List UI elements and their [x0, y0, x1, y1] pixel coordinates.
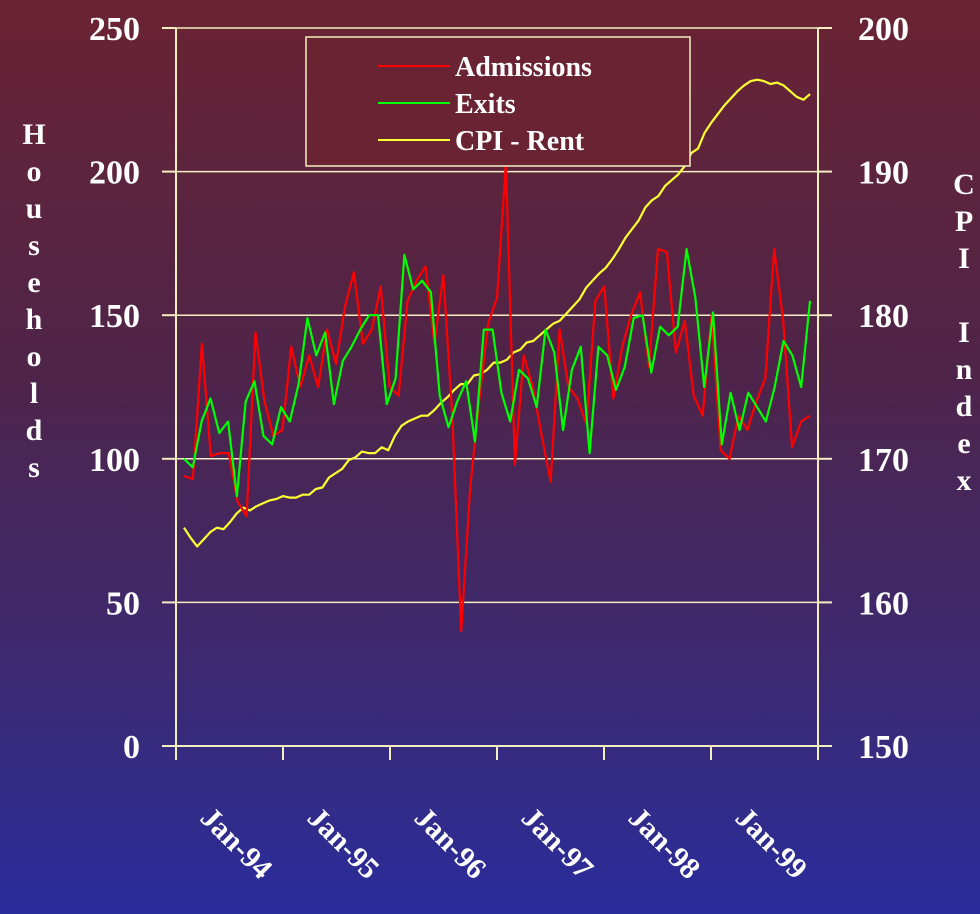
right-tick-label: 150	[858, 729, 909, 766]
left-axis-title-letter: s	[28, 229, 40, 262]
right-tick-labels: 150 160 170 180 190 200	[858, 11, 909, 766]
left-axis-title-letter: l	[30, 377, 38, 410]
right-axis-title-letter: x	[957, 464, 972, 497]
right-axis-title-letter: I	[958, 316, 970, 349]
left-axis-title-letter: s	[28, 451, 40, 484]
legend-box	[305, 36, 691, 167]
x-tick-label: Jan-96	[408, 801, 493, 886]
left-tick-label: 0	[123, 729, 140, 766]
right-axis-title-letter: n	[956, 353, 973, 386]
x-tick-label: Jan-94	[194, 801, 279, 886]
x-tick-label: Jan-97	[515, 801, 600, 886]
axes	[162, 27, 832, 760]
left-axis-title-letter: o	[27, 340, 42, 373]
x-tick-label: Jan-99	[729, 801, 814, 886]
legend: Admissions Exits CPI - Rent	[305, 36, 691, 167]
right-tick-label: 190	[858, 155, 909, 192]
right-axis-title-letter: C	[953, 168, 975, 201]
legend-label: Admissions	[455, 52, 592, 83]
right-tick-label: 170	[858, 442, 909, 479]
left-axis-title-letter: h	[26, 303, 43, 336]
x-tick-label: Jan-98	[622, 801, 707, 886]
right-tick-label: 180	[858, 298, 909, 335]
left-tick-label: 50	[106, 585, 140, 622]
series-lines	[183, 78, 812, 633]
left-tick-label: 150	[89, 298, 140, 335]
series-line-admissions	[183, 161, 811, 633]
left-axis-title-letter: d	[26, 414, 43, 447]
x-tick-labels: Jan-94 Jan-95 Jan-96 Jan-97 Jan-98 Jan-99	[194, 801, 814, 886]
right-axis-title-letter: I	[958, 242, 970, 275]
left-axis-title-letter: u	[26, 192, 43, 225]
left-axis-title-letter: e	[27, 266, 40, 299]
left-tick-label: 100	[89, 442, 140, 479]
right-axis-title-letter: e	[957, 427, 970, 460]
legend-label: CPI - Rent	[455, 126, 585, 157]
left-axis-title-letter: H	[22, 118, 45, 151]
x-tick-label: Jan-95	[301, 801, 386, 886]
right-axis-title-letter: P	[955, 205, 973, 238]
series-line-exits	[183, 248, 812, 498]
left-tick-label: 250	[89, 11, 140, 48]
right-tick-label: 160	[858, 585, 909, 622]
left-tick-labels: 0 50 100 150 200 250	[89, 11, 140, 766]
left-tick-label: 200	[89, 155, 140, 192]
left-axis-title-letter: o	[27, 155, 42, 188]
legend-label: Exits	[455, 89, 516, 120]
right-axis-title-letter: d	[956, 390, 973, 423]
right-tick-label: 200	[858, 11, 909, 48]
